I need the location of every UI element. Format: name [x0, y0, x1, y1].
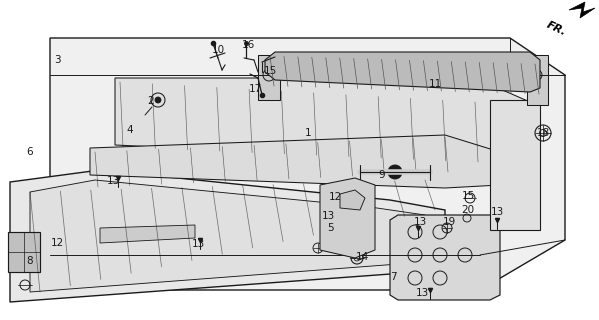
Text: 11: 11: [428, 79, 441, 89]
Text: FR.: FR.: [545, 20, 568, 38]
Text: 14: 14: [355, 252, 368, 262]
Text: 8: 8: [27, 256, 34, 266]
Text: 13: 13: [415, 288, 429, 298]
Polygon shape: [265, 52, 540, 92]
Polygon shape: [390, 215, 500, 300]
Polygon shape: [340, 190, 365, 210]
Text: 13: 13: [191, 239, 205, 249]
Polygon shape: [50, 38, 565, 290]
Text: 1: 1: [305, 128, 311, 138]
Text: 2: 2: [148, 96, 155, 106]
Text: 5: 5: [326, 223, 333, 233]
Text: 7: 7: [390, 272, 397, 282]
Polygon shape: [115, 78, 530, 162]
Polygon shape: [490, 100, 540, 230]
Polygon shape: [527, 55, 548, 105]
Text: 17: 17: [249, 84, 262, 94]
Text: 19: 19: [443, 217, 456, 227]
Text: 13: 13: [491, 207, 504, 217]
Text: 16: 16: [241, 40, 255, 50]
Text: 6: 6: [27, 147, 34, 157]
Polygon shape: [10, 170, 445, 302]
Circle shape: [155, 97, 161, 103]
Text: 15: 15: [461, 191, 474, 201]
Text: 15: 15: [264, 66, 277, 76]
Text: 13: 13: [107, 176, 120, 186]
Text: 9: 9: [379, 170, 385, 180]
Text: 13: 13: [322, 211, 335, 221]
Circle shape: [388, 165, 402, 179]
Text: 4: 4: [126, 125, 134, 135]
Polygon shape: [258, 55, 280, 100]
Polygon shape: [30, 180, 425, 292]
Text: 18: 18: [536, 128, 550, 138]
Text: 12: 12: [50, 238, 63, 248]
Text: 3: 3: [54, 55, 60, 65]
Text: 12: 12: [328, 192, 341, 202]
Polygon shape: [569, 2, 595, 18]
Polygon shape: [8, 232, 40, 272]
Text: 13: 13: [413, 217, 426, 227]
Polygon shape: [100, 225, 195, 243]
Polygon shape: [320, 178, 375, 258]
Polygon shape: [90, 135, 500, 188]
Text: 10: 10: [211, 45, 225, 55]
Text: 20: 20: [461, 205, 474, 215]
